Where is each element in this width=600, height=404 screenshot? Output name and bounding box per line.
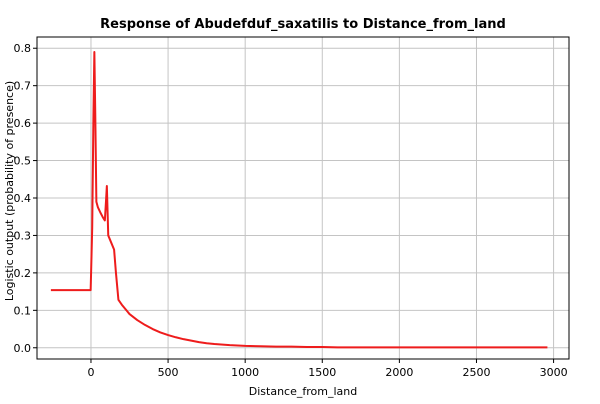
y-axis-label: Logistic output (probability of presence… (3, 81, 16, 301)
y-tick-label: 0.1 (14, 304, 32, 317)
grid (37, 37, 569, 359)
x-axis-label: Distance_from_land (249, 385, 357, 398)
x-tick-label: 2500 (462, 366, 490, 379)
series-layer (50, 50, 548, 349)
x-axis: 0 500 1000 1500 2000 2500 3000 (87, 359, 568, 379)
y-tick-label: 0.6 (14, 117, 32, 130)
y-tick-label: 0.5 (14, 155, 32, 168)
y-tick-label: 0.7 (14, 80, 32, 93)
x-tick-label: 500 (158, 366, 179, 379)
x-tick-label: 1000 (231, 366, 259, 379)
x-tick-label: 3000 (540, 366, 568, 379)
y-tick-label: 0.2 (14, 267, 32, 280)
x-tick-label: 0 (87, 366, 94, 379)
y-axis: 0.0 0.1 0.2 0.3 0.4 0.5 0.6 0.7 0.8 (14, 42, 37, 355)
chart-title: Response of Abudefduf_saxatilis to Dista… (100, 17, 506, 32)
x-tick-label: 2000 (385, 366, 413, 379)
y-tick-label: 0.8 (14, 42, 32, 55)
x-tick-label: 1500 (308, 366, 336, 379)
y-tick-label: 0.4 (14, 192, 32, 205)
series-line (50, 50, 548, 349)
y-tick-label: 0.0 (14, 342, 32, 355)
y-tick-label: 0.3 (14, 229, 32, 242)
